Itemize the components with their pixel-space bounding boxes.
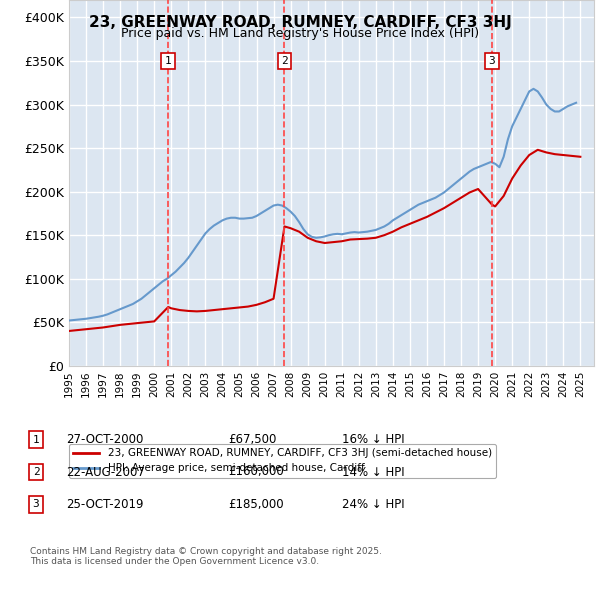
Text: 25-OCT-2019: 25-OCT-2019 xyxy=(66,498,143,511)
Text: 1: 1 xyxy=(32,435,40,444)
Text: £185,000: £185,000 xyxy=(228,498,284,511)
Legend: 23, GREENWAY ROAD, RUMNEY, CARDIFF, CF3 3HJ (semi-detached house), HPI: Average : 23, GREENWAY ROAD, RUMNEY, CARDIFF, CF3 … xyxy=(69,444,496,478)
Text: 1: 1 xyxy=(165,56,172,66)
Text: £67,500: £67,500 xyxy=(228,433,277,446)
Text: 3: 3 xyxy=(488,56,496,66)
Text: £160,000: £160,000 xyxy=(228,466,284,478)
Text: Contains HM Land Registry data © Crown copyright and database right 2025.
This d: Contains HM Land Registry data © Crown c… xyxy=(30,547,382,566)
Text: 24% ↓ HPI: 24% ↓ HPI xyxy=(342,498,404,511)
Text: 22-AUG-2007: 22-AUG-2007 xyxy=(66,466,145,478)
Text: 3: 3 xyxy=(32,500,40,509)
Text: 23, GREENWAY ROAD, RUMNEY, CARDIFF, CF3 3HJ: 23, GREENWAY ROAD, RUMNEY, CARDIFF, CF3 … xyxy=(89,15,511,30)
Text: 16% ↓ HPI: 16% ↓ HPI xyxy=(342,433,404,446)
Text: 2: 2 xyxy=(281,56,288,66)
Text: Price paid vs. HM Land Registry's House Price Index (HPI): Price paid vs. HM Land Registry's House … xyxy=(121,27,479,40)
Text: 2: 2 xyxy=(32,467,40,477)
Text: 27-OCT-2000: 27-OCT-2000 xyxy=(66,433,143,446)
Text: 14% ↓ HPI: 14% ↓ HPI xyxy=(342,466,404,478)
